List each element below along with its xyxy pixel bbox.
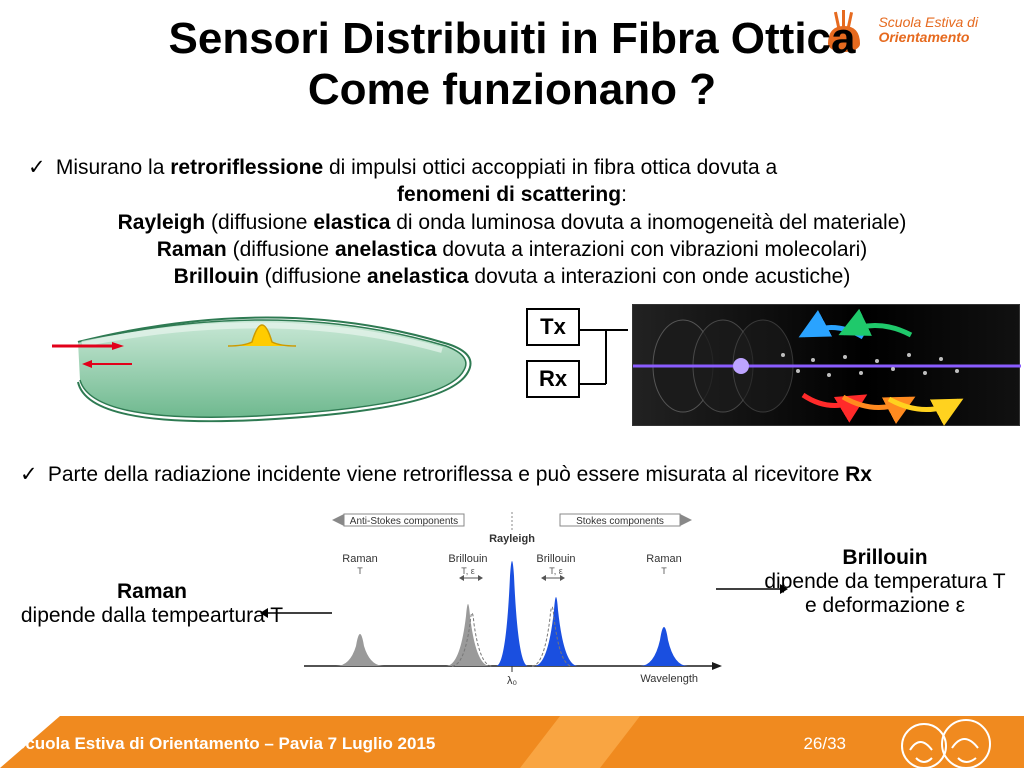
brillouin-title: Brillouin [842, 546, 927, 569]
brillouin-sub1: dipende da temperatura T [764, 570, 1005, 593]
spectrum-row: Raman dipende dalla tempeartura T Anti-S… [0, 500, 1024, 700]
lambda0: λ₀ [507, 675, 517, 687]
slide: Scuola Estiva di Orientamento Sensori Di… [0, 0, 1024, 768]
bullet2-block: ✓ Parte della radiazione incidente viene… [20, 462, 1004, 487]
bullet1-l5: Brillouin (diffusione anelastica dovuta … [28, 263, 996, 290]
txrx-block: Tx Rx [526, 308, 580, 412]
brillouin-label: Brillouin dipende da temperatura T e def… [752, 546, 1018, 618]
raman-title: Raman [117, 580, 187, 603]
svg-text:T, ε: T, ε [461, 566, 475, 576]
svg-text:Brillouin: Brillouin [536, 553, 575, 565]
bullet1-l2: fenomeni di scattering: [28, 181, 996, 208]
anti-stokes-label: Anti-Stokes components [350, 516, 458, 527]
bullet1-block: ✓ Misurano la retroriflessione di impuls… [28, 154, 996, 290]
xaxis-label: Wavelength [640, 673, 698, 685]
scattering-diagram [632, 304, 1020, 426]
page-number: 26/33 [803, 734, 846, 754]
svg-text:Brillouin: Brillouin [448, 553, 487, 565]
footer-bar: Scuola Estiva di Orientamento – Pavia 7 … [0, 716, 1024, 768]
raman-sub: dipende dalla tempeartura T [21, 604, 283, 627]
svg-text:Raman: Raman [646, 553, 681, 565]
spectrum-diagram: Anti-Stokes components Rayleigh Stokes c… [296, 506, 728, 692]
diagram-row: Tx Rx [20, 300, 1004, 438]
stokes-label: Stokes components [576, 516, 664, 527]
fiber-pulse-diagram [48, 302, 478, 434]
svg-text:T: T [661, 566, 667, 576]
bullet1-lead: Misurano la retroriflessione di impulsi … [56, 156, 777, 179]
txrx-connector [580, 316, 636, 416]
svg-text:T: T [357, 566, 363, 576]
bullet1-l3: Rayleigh (diffusione elastica di onda lu… [28, 209, 996, 236]
slide-title: Sensori Distribuiti in Fibra Ottica Come… [0, 14, 1024, 115]
title-line2: Come funzionano ? [0, 65, 1024, 116]
footer-logo-icon [880, 710, 1020, 768]
svg-text:T, ε: T, ε [549, 566, 563, 576]
checkmark-icon: ✓ [20, 462, 42, 487]
footer-text: Scuola Estiva di Orientamento – Pavia 7 … [14, 734, 435, 754]
rx-box: Rx [526, 360, 580, 398]
title-line1: Sensori Distribuiti in Fibra Ottica [0, 14, 1024, 65]
checkmark-icon: ✓ [28, 154, 50, 181]
rayleigh-label: Rayleigh [489, 533, 535, 545]
tx-box: Tx [526, 308, 580, 346]
bullet2-text: Parte della radiazione incidente viene r… [48, 463, 872, 486]
svg-text:Raman: Raman [342, 553, 377, 565]
bullet1-l4: Raman (diffusione anelastica dovuta a in… [28, 236, 996, 263]
brillouin-sub2: e deformazione ε [805, 594, 965, 617]
raman-label: Raman dipende dalla tempeartura T [4, 580, 300, 628]
